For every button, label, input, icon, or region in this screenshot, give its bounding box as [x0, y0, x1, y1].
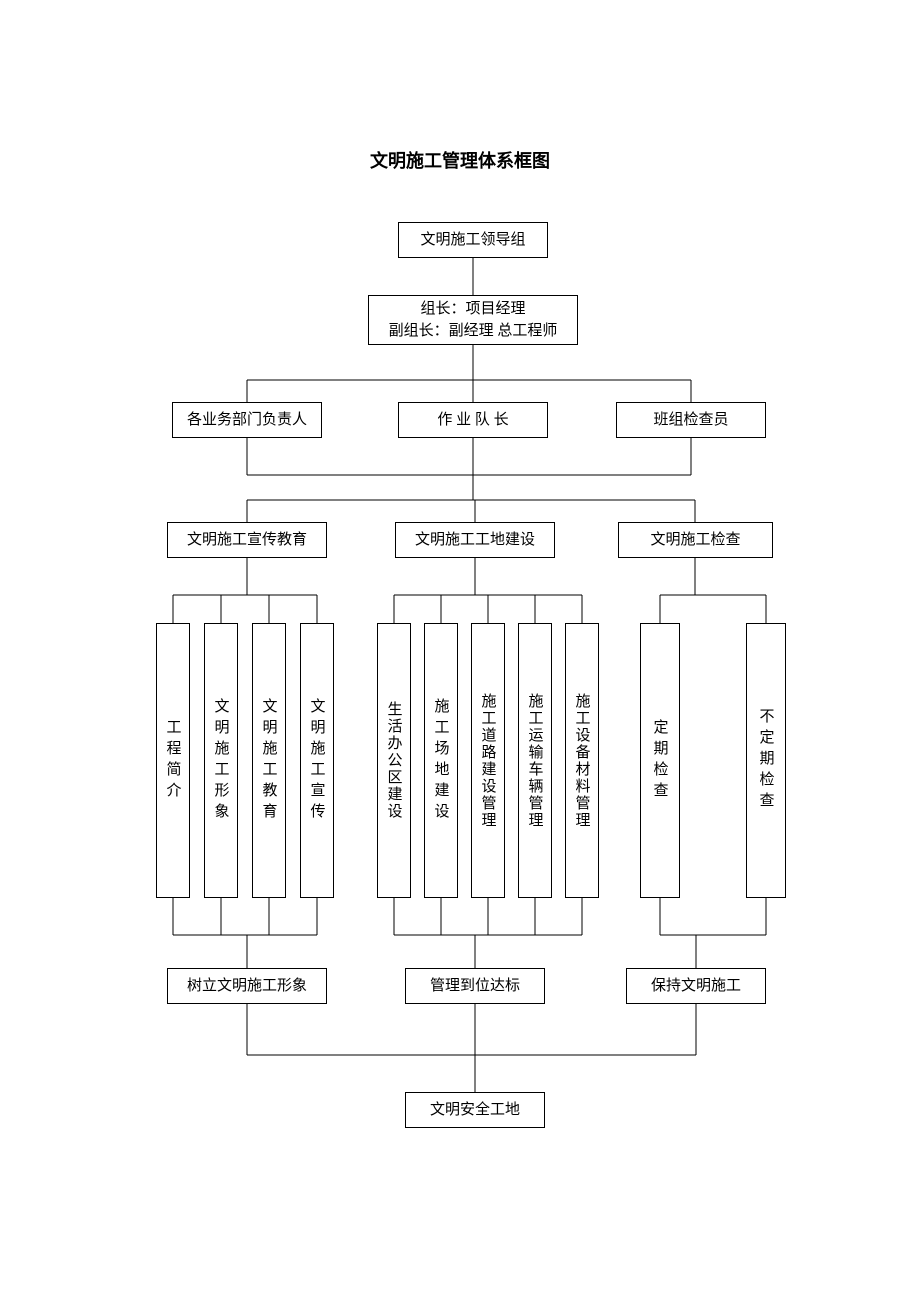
connector-lines — [0, 0, 920, 1302]
